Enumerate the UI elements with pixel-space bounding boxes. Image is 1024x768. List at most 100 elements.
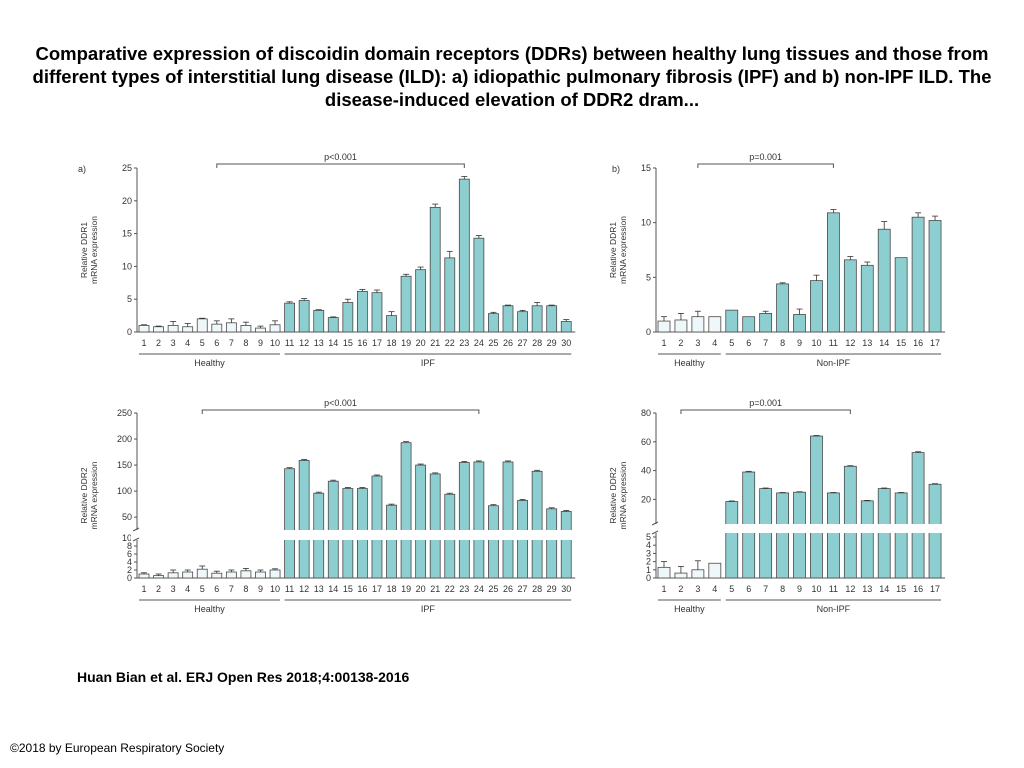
significance-bracket xyxy=(201,409,480,414)
bar xyxy=(153,326,164,333)
x-tick-label: 21 xyxy=(430,584,440,594)
x-tick-label: 16 xyxy=(913,584,923,594)
bar xyxy=(725,309,739,333)
bar xyxy=(225,571,237,579)
x-tick-label: 9 xyxy=(797,584,802,594)
y-tick-label: 2 xyxy=(127,565,132,575)
bar xyxy=(894,492,908,579)
x-tick-label: 26 xyxy=(503,584,513,594)
group-label-disease: Non-IPF xyxy=(817,358,851,368)
bar xyxy=(284,302,296,333)
bar xyxy=(691,316,705,333)
p-value-label: p=0.001 xyxy=(749,398,782,408)
x-tick-label: 21 xyxy=(430,338,440,348)
copyright: ©2018 by European Respiratory Society xyxy=(10,741,225,755)
break-mark xyxy=(132,527,140,532)
x-tick-label: 12 xyxy=(845,338,855,348)
x-tick-label: 12 xyxy=(845,584,855,594)
panel-label: a) xyxy=(78,164,86,174)
y-tick-label: 250 xyxy=(117,408,132,418)
bar xyxy=(167,572,179,579)
x-tick-label: 4 xyxy=(185,338,190,348)
x-tick-label: 30 xyxy=(561,338,571,348)
bar xyxy=(269,324,281,333)
break-mark xyxy=(651,521,659,526)
bar xyxy=(255,327,266,333)
bar xyxy=(843,465,857,579)
x-tick-label: 8 xyxy=(780,338,785,348)
x-tick-label: 27 xyxy=(518,584,528,594)
bar xyxy=(356,290,368,333)
x-tick-label: 17 xyxy=(372,338,382,348)
x-tick-label: 15 xyxy=(343,338,353,348)
significance-bracket xyxy=(680,409,851,414)
x-tick-label: 2 xyxy=(678,584,683,594)
x-tick-label: 8 xyxy=(780,584,785,594)
bar xyxy=(691,569,705,579)
y-tick-label: 10 xyxy=(641,218,651,228)
bar xyxy=(313,309,325,333)
bar xyxy=(810,435,823,579)
bar xyxy=(860,500,874,579)
x-tick-label: 22 xyxy=(445,338,455,348)
y-tick-label: 15 xyxy=(122,229,132,239)
bar xyxy=(657,320,671,333)
figure-title: Comparative expression of discoidin doma… xyxy=(32,43,992,110)
bar xyxy=(928,220,942,333)
x-tick-label: 12 xyxy=(299,584,309,594)
bar xyxy=(894,257,908,333)
x-tick-label: 2 xyxy=(678,338,683,348)
y-tick-label: 10 xyxy=(122,261,132,271)
panel-label: b) xyxy=(612,164,620,174)
y-tick-label: 20 xyxy=(122,196,132,206)
x-tick-label: 4 xyxy=(712,584,717,594)
citation: Huan Bian et al. ERJ Open Res 2018;4:001… xyxy=(77,669,410,685)
bar xyxy=(400,275,412,333)
y-axis-title: Relative DDR2 xyxy=(79,467,89,523)
x-tick-label: 24 xyxy=(474,584,484,594)
bar xyxy=(502,461,514,579)
bar xyxy=(138,573,150,579)
x-tick-label: 18 xyxy=(387,338,397,348)
x-tick-label: 14 xyxy=(328,338,338,348)
bar xyxy=(240,325,252,333)
group-label-disease: IPF xyxy=(421,604,436,614)
bar xyxy=(560,321,572,333)
axis-break xyxy=(131,530,578,540)
significance-bracket xyxy=(697,163,834,168)
bar xyxy=(138,325,150,333)
x-tick-label: 10 xyxy=(811,338,821,348)
y-tick-label: 0 xyxy=(127,327,132,337)
x-tick-label: 4 xyxy=(712,338,717,348)
group-label-healthy: Healthy xyxy=(674,604,705,614)
y-tick-label: 2 xyxy=(646,557,651,567)
bar xyxy=(776,283,789,333)
x-tick-label: 1 xyxy=(661,338,666,348)
y-axis-title: mRNA expression xyxy=(618,461,628,529)
y-tick-label: 1 xyxy=(646,565,651,575)
x-tick-label: 16 xyxy=(357,584,367,594)
bar xyxy=(371,475,383,579)
y-tick-label: 5 xyxy=(646,272,651,282)
x-tick-label: 17 xyxy=(930,584,940,594)
group-label-healthy: Healthy xyxy=(194,604,225,614)
x-tick-label: 10 xyxy=(811,584,821,594)
x-tick-label: 6 xyxy=(746,338,751,348)
bar xyxy=(860,264,874,333)
group-label-disease: Non-IPF xyxy=(817,604,851,614)
x-tick-label: 12 xyxy=(299,338,309,348)
bar xyxy=(827,492,840,579)
x-tick-label: 3 xyxy=(695,338,700,348)
bar xyxy=(502,305,514,333)
bar xyxy=(182,326,194,333)
x-tick-label: 5 xyxy=(729,338,734,348)
y-tick-label: 5 xyxy=(646,532,651,542)
y-tick-label: 3 xyxy=(646,548,651,558)
x-tick-label: 9 xyxy=(258,338,263,348)
bar xyxy=(153,575,164,579)
bar xyxy=(793,314,806,333)
x-tick-label: 30 xyxy=(561,584,571,594)
significance-bracket xyxy=(216,163,465,168)
bar xyxy=(877,228,891,333)
